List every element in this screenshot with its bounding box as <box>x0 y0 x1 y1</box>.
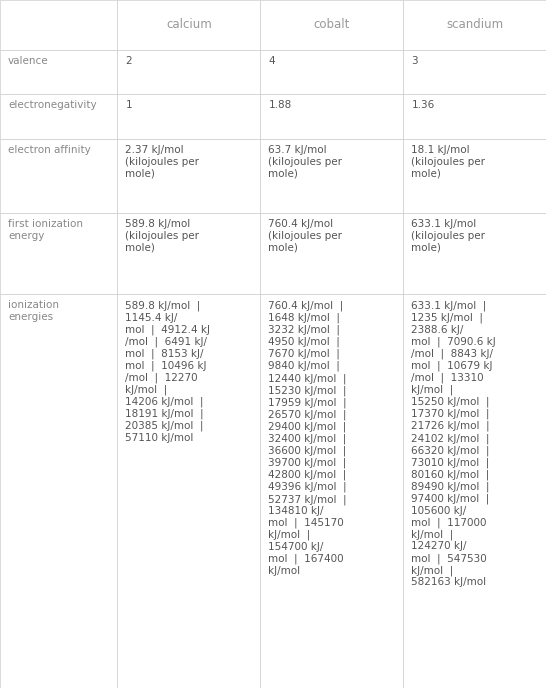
Text: 1.88: 1.88 <box>269 100 292 110</box>
Bar <box>403 94 546 139</box>
Bar <box>117 94 260 139</box>
Text: calcium: calcium <box>166 19 212 31</box>
Text: 589.8 kJ/mol
(kilojoules per
mole): 589.8 kJ/mol (kilojoules per mole) <box>126 219 199 252</box>
Text: 589.8 kJ/mol  |
1145.4 kJ/
mol  |  4912.4 kJ
/mol  |  6491 kJ/
mol  |  8153 kJ/
: 589.8 kJ/mol | 1145.4 kJ/ mol | 4912.4 k… <box>126 301 210 443</box>
Text: electronegativity: electronegativity <box>8 100 97 110</box>
Text: first ionization
energy: first ionization energy <box>8 219 83 241</box>
Text: 633.1 kJ/mol  |
1235 kJ/mol  |
2388.6 kJ/
mol  |  7090.6 kJ
/mol  |  8843 kJ/
mo: 633.1 kJ/mol | 1235 kJ/mol | 2388.6 kJ/ … <box>412 301 496 588</box>
Bar <box>403 213 546 294</box>
Text: cobalt: cobalt <box>314 19 350 31</box>
Text: 760.4 kJ/mol  |
1648 kJ/mol  |
3232 kJ/mol  |
4950 kJ/mol  |
7670 kJ/mol  |
9840: 760.4 kJ/mol | 1648 kJ/mol | 3232 kJ/mol… <box>269 301 347 576</box>
Bar <box>117 0 260 50</box>
Bar <box>403 0 546 50</box>
Text: 2.37 kJ/mol
(kilojoules per
mole): 2.37 kJ/mol (kilojoules per mole) <box>126 145 199 178</box>
Text: 760.4 kJ/mol
(kilojoules per
mole): 760.4 kJ/mol (kilojoules per mole) <box>269 219 342 252</box>
Text: valence: valence <box>8 56 49 65</box>
Text: 1.36: 1.36 <box>412 100 435 110</box>
Bar <box>0 50 117 94</box>
Text: 63.7 kJ/mol
(kilojoules per
mole): 63.7 kJ/mol (kilojoules per mole) <box>269 145 342 178</box>
Bar <box>260 139 403 213</box>
Bar <box>260 94 403 139</box>
Text: 633.1 kJ/mol
(kilojoules per
mole): 633.1 kJ/mol (kilojoules per mole) <box>412 219 485 252</box>
Text: 4: 4 <box>269 56 275 65</box>
Bar <box>260 294 403 688</box>
Bar <box>260 50 403 94</box>
Bar <box>0 294 117 688</box>
Bar <box>117 139 260 213</box>
Text: 3: 3 <box>412 56 418 65</box>
Bar <box>0 213 117 294</box>
Text: scandium: scandium <box>446 19 503 31</box>
Bar <box>260 0 403 50</box>
Bar <box>0 139 117 213</box>
Bar <box>0 94 117 139</box>
Text: 1: 1 <box>126 100 132 110</box>
Bar <box>403 294 546 688</box>
Text: ionization
energies: ionization energies <box>8 301 59 322</box>
Bar <box>117 294 260 688</box>
Bar <box>117 213 260 294</box>
Bar <box>403 139 546 213</box>
Bar <box>260 213 403 294</box>
Bar <box>403 50 546 94</box>
Text: electron affinity: electron affinity <box>8 145 91 155</box>
Text: 2: 2 <box>126 56 132 65</box>
Text: 18.1 kJ/mol
(kilojoules per
mole): 18.1 kJ/mol (kilojoules per mole) <box>412 145 485 178</box>
Bar <box>0 0 117 50</box>
Bar <box>117 50 260 94</box>
